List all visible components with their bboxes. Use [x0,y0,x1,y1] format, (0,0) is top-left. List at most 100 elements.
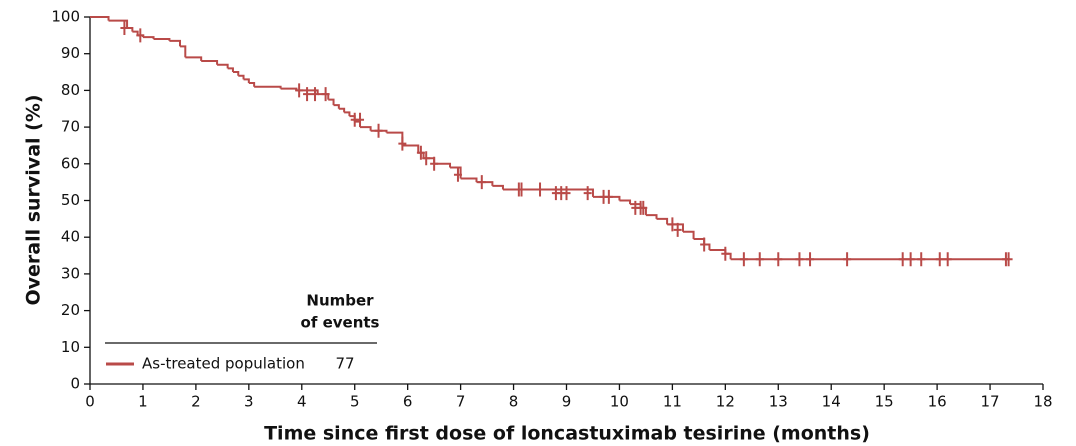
censor-mark [604,189,613,204]
y-tick-label: 90 [61,44,80,62]
censor-mark [136,28,145,43]
survival-step [232,71,240,76]
censor-mark [430,156,439,171]
y-tick-label: 0 [70,375,80,393]
events-header: of events [301,314,380,332]
censor-mark [721,246,730,261]
survival-step [185,56,203,62]
survival-step [180,45,187,58]
x-tick-label: 15 [875,393,894,411]
x-tick-label: 18 [1033,393,1052,411]
survival-step [127,27,134,32]
censor-mark [120,21,129,36]
survival-step [656,217,669,225]
x-tick-label: 0 [85,393,95,411]
survival-step [645,214,658,219]
censor-mark [898,252,907,267]
survival-step [502,188,594,197]
censor-mark [668,217,677,232]
x-tick-label: 17 [981,393,1000,411]
censor-mark [843,252,852,267]
x-tick-label: 9 [562,393,572,411]
survival-step [254,85,282,89]
censor-mark [673,222,682,237]
survival-step [227,67,234,73]
y-tick-label: 30 [61,264,80,282]
censor-mark [416,145,425,160]
x-tick-label: 1 [138,393,148,411]
y-axis-title: Overall survival (%) [23,94,45,305]
censor-mark [806,252,815,267]
y-tick-label: 10 [61,338,80,356]
y-tick-label: 70 [61,118,80,136]
x-tick-label: 4 [297,393,307,411]
legend-events: 77 [335,355,354,373]
survival-step [619,199,632,205]
x-tick-label: 3 [244,393,254,411]
survival-step [338,107,346,113]
x-tick-label: 10 [610,393,629,411]
survival-step [217,63,229,69]
survival-step [108,19,129,29]
x-tick-label: 6 [403,393,413,411]
y-tick-label: 40 [61,228,80,246]
censor-mark [374,123,383,138]
censor-mark [295,83,304,98]
x-tick-label: 5 [350,393,360,411]
survival-step [682,230,695,240]
x-tick-label: 11 [663,393,682,411]
x-tick-label: 7 [456,393,466,411]
survival-step [248,82,256,87]
survival-step [280,87,298,91]
censor-mark [517,182,526,197]
censor-mark [943,252,952,267]
survival-step [142,36,155,40]
survival-step [169,39,182,47]
censor-mark [562,186,571,201]
survival-step [434,162,452,168]
censor-mark [1004,252,1013,267]
x-tick-label: 12 [716,393,735,411]
legend-label: As-treated population [142,355,305,373]
censor-mark [311,87,320,102]
x-tick-label: 2 [191,393,201,411]
censor-mark [906,252,915,267]
y-tick-label: 60 [61,154,80,172]
y-tick-label: 80 [61,81,80,99]
survival-step [132,30,139,36]
survival-step [243,78,250,84]
censor-mark [917,252,926,267]
y-tick-label: 20 [61,301,80,319]
censor-mark [453,167,462,182]
survival-step [360,126,372,131]
x-tick-label: 8 [509,393,519,411]
censor-mark [774,252,783,267]
y-tick-label: 100 [51,8,80,26]
survival-step [344,111,351,117]
y-tick-label: 50 [61,191,80,209]
x-tick-label: 16 [928,393,947,411]
censor-mark [477,175,486,190]
censor-mark [700,237,709,252]
censor-mark [536,182,545,197]
censor-mark [755,252,764,267]
censor-mark [356,112,365,127]
censor-mark [739,252,748,267]
censor-mark [639,200,648,215]
survival-step [492,184,504,190]
censor-mark [935,252,944,267]
survival-step [90,16,110,21]
censor-mark [321,87,330,102]
censor-mark [795,252,804,267]
survival-step [238,74,245,80]
survival-step [153,38,171,41]
survival-step [333,104,340,109]
survival-step [460,177,478,183]
survival-step [328,98,335,106]
censor-mark [422,151,431,166]
censor-mark [583,186,592,201]
x-tick-label: 14 [822,393,841,411]
survival-step [450,166,462,179]
x-tick-label: 13 [769,393,788,411]
